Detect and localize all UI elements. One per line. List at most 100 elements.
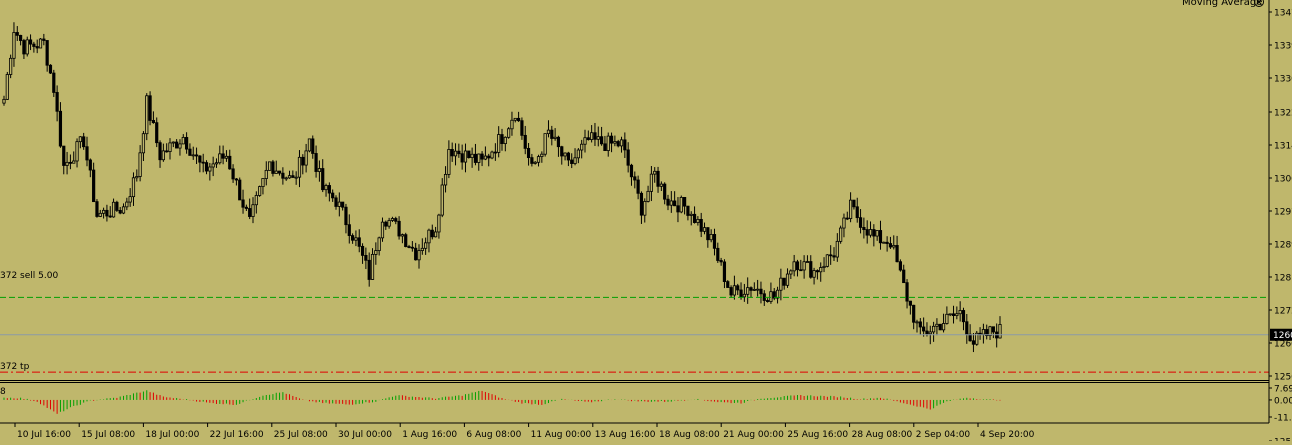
candle-body <box>902 269 906 284</box>
candle-body <box>829 254 833 257</box>
candle-body <box>165 150 169 153</box>
candle-body <box>334 197 338 207</box>
candle-body <box>666 198 670 206</box>
candle-body <box>526 147 531 159</box>
candle-body <box>649 173 654 192</box>
candle-body <box>507 128 511 138</box>
candle-body <box>128 196 132 203</box>
time-tick-label: 15 Jul 08:00 <box>81 430 135 440</box>
candle-body <box>447 149 451 175</box>
candle-body <box>802 261 806 271</box>
candle-body <box>131 177 136 198</box>
candle-body <box>825 254 829 267</box>
candle-body <box>792 261 796 272</box>
candle-body <box>284 177 288 180</box>
candle-body <box>487 155 491 159</box>
candle-body <box>775 289 780 299</box>
candle-body <box>779 277 783 291</box>
candle-body <box>297 156 302 178</box>
candle-body <box>115 201 119 211</box>
candle-body <box>155 122 159 144</box>
candle-body <box>277 170 282 174</box>
candle-body <box>606 135 610 151</box>
price-tick-label: 1339 <box>1274 42 1292 52</box>
candle-body <box>42 38 46 41</box>
candle-body <box>248 208 252 217</box>
candle-body <box>311 138 315 154</box>
candle-body <box>955 313 959 316</box>
time-tick-label: 22 Jul 16:00 <box>210 430 264 440</box>
candle-body <box>394 218 398 222</box>
candle-body <box>523 134 527 149</box>
candle-body <box>517 117 521 122</box>
price-tick-label: 1314 <box>1274 142 1292 152</box>
time-axis[interactable]: 10 Jul 16:00 15 Jul 08:00 18 Jul 00:00 22 J… <box>14 423 1035 440</box>
indicator-header[interactable]: Moving Average <box>1182 0 1264 8</box>
candle-body <box>915 321 919 324</box>
candle-body <box>659 183 663 187</box>
candle-body <box>241 199 245 208</box>
candle-body <box>732 285 737 296</box>
time-tick-label: 21 Aug 00:00 <box>723 430 784 440</box>
candle-body <box>746 287 750 295</box>
candle-body <box>918 321 922 328</box>
candle-body <box>228 155 232 170</box>
candle-body <box>148 95 152 121</box>
candle-body <box>224 155 229 159</box>
price-tick-label: 1306 <box>1274 175 1292 185</box>
candle-body <box>978 332 982 335</box>
candle-body <box>184 137 189 150</box>
candle-body <box>663 183 667 200</box>
candle-body <box>576 149 580 159</box>
time-tick-label: 10 Jul 16:00 <box>17 430 71 440</box>
candle-body <box>453 150 458 157</box>
candle-body <box>410 246 414 249</box>
candle-body <box>520 120 524 136</box>
candle-body <box>935 323 939 327</box>
candle-body <box>626 149 630 166</box>
candle-body <box>470 153 474 158</box>
candle-body <box>211 163 215 168</box>
candle-body <box>443 173 448 186</box>
candle-body <box>553 136 557 139</box>
candle-body <box>782 277 786 286</box>
candle-body <box>32 43 36 47</box>
candle-body <box>905 282 909 302</box>
candle-body <box>121 206 126 214</box>
candle-body <box>467 150 471 158</box>
candle-body <box>188 148 192 156</box>
candle-body <box>925 330 929 335</box>
candle-body <box>261 178 265 188</box>
candle-body <box>975 332 979 345</box>
circle-x-icon[interactable] <box>1254 0 1264 7</box>
candle-body <box>822 265 826 268</box>
candle-body <box>812 270 816 278</box>
candle-body <box>244 206 248 209</box>
candle-body <box>145 95 149 135</box>
candle-body <box>65 161 69 166</box>
oscillator-tick-label: 0.00 <box>1274 396 1292 406</box>
candle-body <box>473 153 478 163</box>
candle-body <box>941 323 946 331</box>
candle-body <box>945 313 949 324</box>
candle-body <box>875 230 879 237</box>
candle-body <box>563 152 567 157</box>
time-tick-label: 6 Aug 08:00 <box>466 430 521 440</box>
candle-body <box>965 321 969 335</box>
candle-body <box>168 142 172 152</box>
candle-body <box>729 287 733 296</box>
oscillator-left-label: 8 <box>0 387 6 397</box>
time-tick-label: 18 Aug 08:00 <box>659 430 720 440</box>
candle-body <box>374 250 378 255</box>
candle-body <box>208 166 212 172</box>
candle-body <box>102 209 106 214</box>
candle-body <box>141 133 146 154</box>
candle-body <box>9 57 13 75</box>
candle-body <box>118 210 122 214</box>
price-tick-label: 1256 <box>1274 373 1292 383</box>
candle-body <box>440 184 444 216</box>
candle-body <box>560 146 564 157</box>
